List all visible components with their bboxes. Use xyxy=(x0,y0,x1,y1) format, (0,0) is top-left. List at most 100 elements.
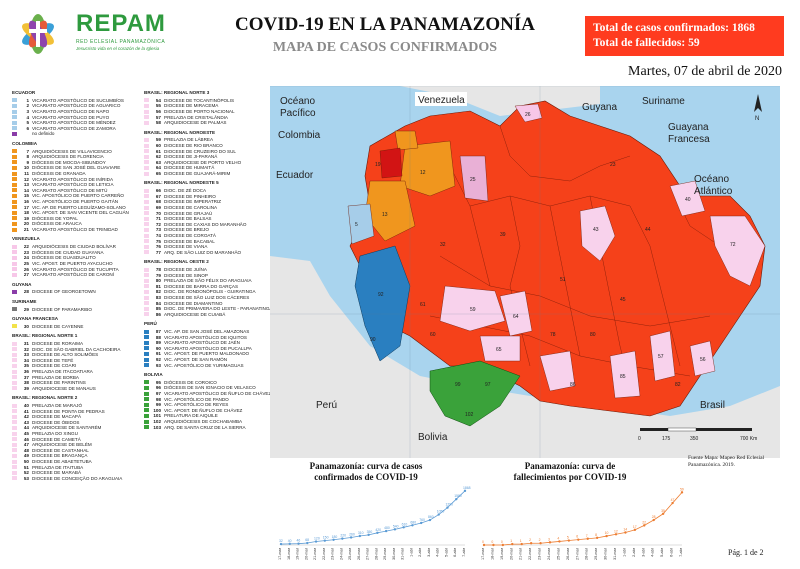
legend-item: 16 VIC. APOSTÓLICO DE PUERTO GAITÁN xyxy=(12,199,118,205)
legend-number: 4 xyxy=(26,114,29,120)
legend-item: 18 VIC. APOST. DE SAN VICENTE DEL CAGUÁN xyxy=(12,210,129,216)
legend-number: 72 xyxy=(155,221,161,227)
legend-item: 19 DIÓCESIS DE YOPAL xyxy=(12,216,78,222)
legend-swatch xyxy=(144,380,149,385)
legend-swatch xyxy=(144,244,149,249)
legend-swatch xyxy=(144,205,149,210)
chart-point xyxy=(455,497,458,501)
chart-tick-label: 5-abr xyxy=(444,547,448,557)
chart-point xyxy=(567,539,571,542)
legend-swatch xyxy=(144,402,149,407)
chart-data-label: 1050 xyxy=(437,510,445,514)
chart-tick-label: 26-mar xyxy=(357,547,361,560)
legend-label: DIOCESE DE CAROLINA xyxy=(164,205,218,211)
legend-number: 84 xyxy=(155,300,161,306)
legend-swatch xyxy=(144,351,149,357)
legend-item: 3 VICARIATO APOSTÓLICO DE NAPO xyxy=(12,109,109,115)
chart-data-label: 35 xyxy=(661,509,665,513)
legend-number: 43 xyxy=(23,419,29,425)
totals-box: Total de casos confirmados: 1868 Total d… xyxy=(585,16,784,56)
legend-swatch xyxy=(144,329,149,334)
legend-number: 87 xyxy=(155,329,161,335)
chart-tick-label: 4-abr xyxy=(436,547,440,557)
chart-tick-label: 2-abr xyxy=(632,547,636,557)
legend-number: 77 xyxy=(155,249,161,255)
logo-subtitle: RED ECLESIAL PANAMAZÓNICA xyxy=(76,39,166,45)
scale-label-175: 175 xyxy=(662,436,671,442)
legend-label: DIOC. DE SÃO GABRIEL DA CACHOEIRA xyxy=(32,346,121,352)
cases-chart: 32 17-mar 40 18-mar 46 19-mar 68 20-mar 120 21-ma… xyxy=(278,486,471,560)
chart-data-label: 59 xyxy=(680,487,684,491)
page-number: Pág. 1 de 2 xyxy=(728,548,764,557)
legend-label: DIÓCESIS DE GUASDUALITO xyxy=(32,255,96,261)
chart-tick-label: 18-mar xyxy=(490,547,494,560)
legend-item: 69 DIOCESE DE CAROLINA xyxy=(144,205,217,211)
legend-label: VIC. APOST. DE SAN VICENTE DEL CAGUÁN xyxy=(32,210,129,216)
legend-label: DIÓCESIS DE YOPAL xyxy=(32,215,78,221)
legend-group-title: GUYANA xyxy=(12,281,32,287)
legend-item: 8 ARQUIDIÓCESIS DE FLORENCIA xyxy=(12,154,104,160)
legend-item: 97 VICARIATO APOSTÓLICO DE ÑUFLO DE CHÁVE… xyxy=(144,391,271,397)
legend-label: DIOCESE DE BACABAL xyxy=(164,238,215,244)
chart-tick-label: 19-mar xyxy=(500,547,504,560)
legend-number: 35 xyxy=(23,363,29,369)
chart-data-label: 28 xyxy=(652,515,656,519)
legend-swatch xyxy=(144,222,149,227)
legend-item: 56 DIOCESE DE PORTO NACIONAL xyxy=(144,109,235,115)
legend-label: VICARIATO APOSTÓLICO DE IQUITOS xyxy=(164,334,247,340)
legend-swatch xyxy=(144,267,149,272)
map-num-82: 82 xyxy=(675,382,681,388)
chart-data-label: 5 xyxy=(567,536,569,540)
legend-number: 64 xyxy=(155,165,161,171)
legend-number: 85 xyxy=(155,306,161,312)
diocese-85 xyxy=(609,350,641,399)
legend-number: 6 xyxy=(26,125,29,131)
legend-number: 88 xyxy=(155,334,161,340)
legend-label: VICARIATO APOSTÓLICO DE AGUARICO xyxy=(32,103,121,109)
legend-swatch xyxy=(144,194,149,199)
legend-number: 12 xyxy=(23,176,29,182)
peru-dioceses xyxy=(354,245,411,362)
land-south xyxy=(270,256,780,458)
legend-item: 63 ARQUIDIOCESE DE PORTO VELHO xyxy=(144,160,241,166)
map-num-65: 65 xyxy=(496,347,502,353)
legend-item: 6 VICARIATO APOSTÓLICO DE ZAMORA xyxy=(12,126,116,132)
legend-item: 7 ARQUIDIÓCESIS DE VILLAVICENCIO xyxy=(12,148,112,154)
chart-data-label: 8 xyxy=(595,533,597,537)
legend-number: 40 xyxy=(23,403,29,409)
panamazonia-map: Océano Pacífico Océano Atlántico Venezue… xyxy=(270,86,780,458)
legend-item: 67 DIOCESE DE PINHEIRO xyxy=(144,194,216,200)
legend-swatch xyxy=(144,120,149,125)
legend-group-title: VENEZUELA xyxy=(12,236,40,242)
legend-item: 33 DIOCESE DE ALTO SOLIMÕES xyxy=(12,352,98,358)
legend-number: 99 xyxy=(155,402,161,408)
legend-item: 10 DIÓCESIS DE SAN JOSÉ DEL GUAVIARE xyxy=(12,165,120,171)
label-venezuela: Venezuela xyxy=(418,95,465,106)
legend-label: ARQUIDIOCESE DE PORTO VELHO xyxy=(164,159,242,165)
chart-tick-label: 30-mar xyxy=(392,547,396,560)
legend-item: 50 DIOCESE DE ABAETETUBA xyxy=(12,459,92,465)
scale-label-700: 700 Km xyxy=(740,436,757,442)
legend-item: 40 PRELAZIA DE MARAJÓ xyxy=(12,403,82,409)
chart-data-label: 6 xyxy=(576,535,578,539)
chart-point xyxy=(376,531,379,535)
legend-item: 70 DIOCESE DE GRAJAÚ xyxy=(144,210,212,216)
legend-swatch xyxy=(144,109,149,114)
legend-swatch xyxy=(12,98,17,103)
legend-number: 83 xyxy=(155,295,161,301)
legend-number: 63 xyxy=(155,159,161,165)
label-oceano-pacifico-2: Pacífico xyxy=(280,108,316,119)
legend-label: DIOCESE DE CONCEIÇÃO DO ARAGUAIA xyxy=(32,475,123,481)
legend-item: 73 DIOCESE DE BREJO xyxy=(144,227,209,233)
legend-swatch xyxy=(12,250,17,255)
map-num-51: 51 xyxy=(560,277,566,283)
chart-tick-label: 25-mar xyxy=(348,547,352,560)
legend-swatch xyxy=(12,120,17,125)
chart-point xyxy=(577,538,580,541)
chart-tick-label: 25-mar xyxy=(556,547,560,560)
chart-series-line xyxy=(280,490,466,545)
legend-number: 80 xyxy=(155,278,161,284)
legend-swatch xyxy=(144,273,149,278)
legend-label: DIOCESE DE MACAPÁ xyxy=(32,414,82,420)
legend-number: 59 xyxy=(155,137,161,143)
